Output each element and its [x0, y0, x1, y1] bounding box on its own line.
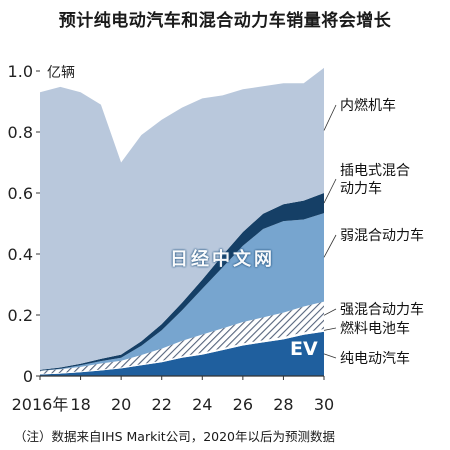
leader-line	[323, 178, 337, 204]
x-tick-label: 22	[152, 395, 172, 414]
series-label: 内燃机车	[340, 97, 396, 114]
y-tick-label: 1.0	[8, 62, 33, 81]
leader-line	[323, 327, 337, 331]
series-area-4	[40, 193, 324, 371]
x-tick-label: 2016年	[12, 395, 69, 414]
x-tick-label: 24	[192, 395, 212, 414]
y-unit-label: 亿辆	[47, 65, 75, 81]
series-label: 插电式混合	[340, 163, 410, 179]
x-tick-label: 30	[314, 395, 334, 414]
leader-line	[323, 353, 337, 359]
leader-line	[323, 308, 337, 316]
y-tick-label: 0.2	[8, 306, 33, 325]
series-area-2	[40, 301, 324, 374]
series-label: 纯电动汽车	[340, 350, 410, 367]
series-area-0	[40, 331, 324, 376]
watermark: 日经中文网	[170, 249, 275, 270]
series-label: 动力车	[340, 180, 382, 197]
series-area-3	[40, 213, 324, 371]
series-label: 燃料电池车	[340, 320, 410, 337]
series-label: 弱混合动力车	[340, 227, 424, 244]
series-area-5	[40, 67, 324, 370]
chart-title: 预计纯电动汽车和混合动力车销量将会增长	[58, 11, 392, 31]
ev-inline-label: EV	[290, 338, 318, 360]
x-tick-label: 28	[273, 395, 293, 414]
leader-line	[323, 234, 337, 258]
leader-line	[323, 104, 337, 131]
source-note: （注）数据来自IHS Markit公司，2020年以后为预测数据	[14, 429, 336, 444]
x-tick-label: 20	[111, 395, 131, 414]
y-tick-label: 0.4	[8, 245, 33, 264]
series-label: 强混合动力车	[340, 301, 424, 318]
x-tick-label: 18	[70, 395, 90, 414]
y-tick-label: 0.8	[8, 123, 33, 142]
y-tick-label: 0	[23, 367, 33, 386]
y-tick-label: 0.6	[8, 184, 33, 203]
x-tick-label: 26	[233, 395, 253, 414]
